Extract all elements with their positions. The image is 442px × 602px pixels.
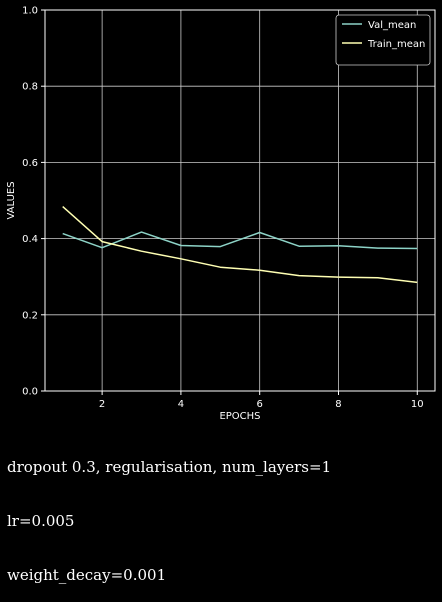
- x-tick-label: 2: [99, 399, 105, 410]
- x-tick-label: 10: [411, 399, 424, 410]
- run-config-caption: dropout 0.3, regularisation, num_layers=…: [7, 422, 331, 602]
- series-line-val-mean: [62, 231, 418, 250]
- legend: Val_mean Train_mean: [335, 14, 431, 66]
- plot-frame: [44, 9, 436, 392]
- y-tick-label: 0.0: [22, 387, 38, 398]
- axis-ticks: 2 4 6 8 10 0.0 0.2 0.4 0.6 0.8 1.0: [22, 6, 424, 411]
- x-tick-label: 8: [335, 399, 341, 410]
- grid-lines: [45, 9, 435, 392]
- legend-label-val-mean: Val_mean: [368, 20, 416, 31]
- y-tick-label: 0.8: [22, 82, 38, 93]
- legend-label-train-mean: Train_mean: [367, 39, 425, 50]
- x-tick-label: 6: [257, 399, 263, 410]
- line-chart: 2 4 6 8 10 0.0 0.2 0.4 0.6 0.8 1.0 EPOCHS VALUES V…: [6, 6, 436, 422]
- x-axis-label: EPOCHS: [219, 411, 260, 422]
- x-tick-label: 4: [178, 399, 184, 410]
- legend-box: [335, 14, 431, 66]
- y-axis-label: VALUES: [6, 181, 17, 219]
- y-tick-label: 1.0: [22, 6, 38, 17]
- series-lines: [62, 206, 418, 284]
- y-tick-label: 0.6: [22, 158, 38, 169]
- caption-line-weight-decay: weight_decay=0.001: [7, 566, 167, 584]
- y-tick-label: 0.4: [22, 234, 38, 245]
- y-tick-label: 0.2: [22, 310, 38, 321]
- series-line-train-mean: [62, 206, 418, 284]
- caption-line-config: dropout 0.3, regularisation, num_layers=…: [7, 458, 332, 476]
- caption-line-lr: lr=0.005: [7, 512, 75, 530]
